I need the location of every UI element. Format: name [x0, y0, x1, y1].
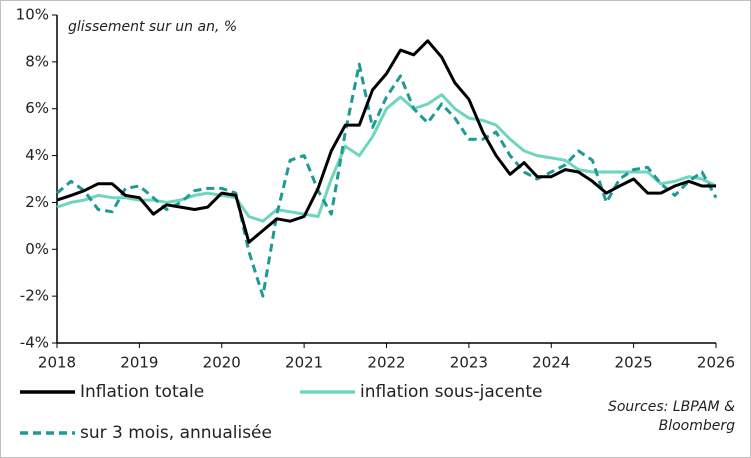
x-tick-label: 2025	[615, 354, 653, 372]
legend-label: inflation sous-jacente	[360, 382, 542, 402]
x-tick-label: 2020	[203, 354, 241, 372]
x-tick-label: 2022	[367, 354, 405, 372]
y-tick-label: 10%	[16, 6, 49, 24]
source: Sources: LBPAM &	[608, 399, 735, 415]
x-tick-label: 2026	[697, 354, 735, 372]
y-tick-label: 2%	[25, 193, 49, 211]
y-tick-label: 6%	[25, 99, 49, 117]
y-tick-label: -4%	[20, 334, 49, 352]
x-tick-label: 2018	[38, 354, 76, 372]
series-line	[56, 39, 716, 244]
legend-label: Inflation totale	[80, 382, 204, 402]
series-line	[56, 62, 718, 298]
y-tick-label: 8%	[25, 52, 49, 70]
x-tick-label: 2021	[285, 354, 323, 372]
y-tick-label: -2%	[20, 287, 49, 305]
x-tick-label: 2024	[532, 354, 570, 372]
y-tick-label: 0%	[25, 240, 49, 258]
x-tick-label: 2019	[120, 354, 158, 372]
x-tick-label: 2023	[450, 354, 488, 372]
series-line	[56, 93, 717, 223]
source: Bloomberg	[659, 418, 736, 434]
annotation: glissement sur un an, %	[68, 19, 237, 35]
legend-label: sur 3 mois, annualisée	[80, 423, 272, 443]
y-tick-label: 4%	[25, 146, 49, 164]
